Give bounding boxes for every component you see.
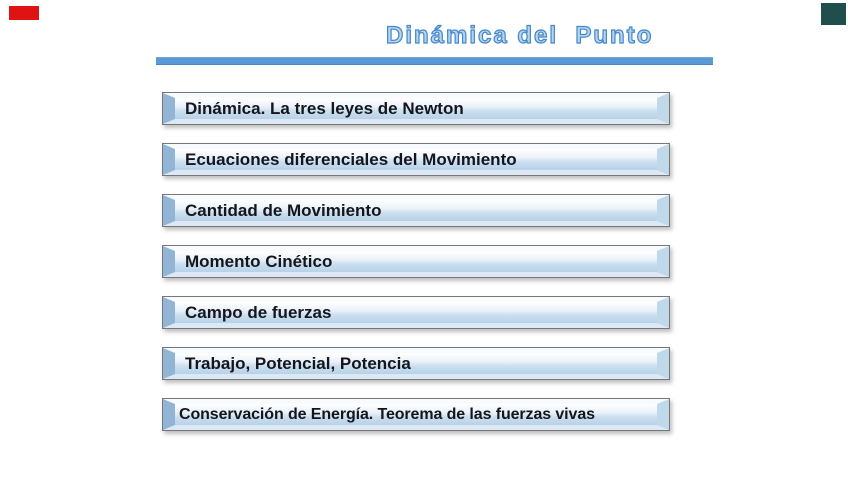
menu-item-label: Momento Cinético	[185, 252, 333, 271]
menu-item-frame: Cantidad de Movimiento	[163, 195, 669, 226]
teal-accent-shape	[821, 3, 846, 25]
menu-item-label: Ecuaciones diferenciales del Movimiento	[185, 150, 517, 169]
menu-item-frame: Dinámica. La tres leyes de Newton	[163, 93, 669, 124]
menu-item-frame: Momento Cinético	[163, 246, 669, 277]
menu-item-frame: Trabajo, Potencial, Potencia	[163, 348, 669, 379]
menu-item-conservacion-energia[interactable]: Conservación de Energía. Teorema de las …	[162, 398, 670, 431]
menu-item-cantidad-movimiento[interactable]: Cantidad de Movimiento	[162, 194, 670, 227]
menu-item-label: Dinámica. La tres leyes de Newton	[185, 99, 464, 118]
menu-item-dinamica-leyes-newton[interactable]: Dinámica. La tres leyes de Newton	[162, 92, 670, 125]
menu-item-label: Conservación de Energía. Teorema de las …	[179, 406, 595, 423]
menu-item-label: Cantidad de Movimiento	[185, 201, 382, 220]
title-underline	[156, 57, 713, 65]
menu-item-frame: Conservación de Energía. Teorema de las …	[163, 399, 669, 430]
page-title: Dinámica del Punto	[385, 21, 654, 49]
menu-item-frame: Campo de fuerzas	[163, 297, 669, 328]
menu-item-ecuaciones-diferenciales[interactable]: Ecuaciones diferenciales del Movimiento	[162, 143, 670, 176]
red-accent-shape	[9, 6, 39, 20]
menu-item-momento-cinetico[interactable]: Momento Cinético	[162, 245, 670, 278]
menu-item-trabajo-potencial-potencia[interactable]: Trabajo, Potencial, Potencia	[162, 347, 670, 380]
menu-item-label: Trabajo, Potencial, Potencia	[185, 354, 411, 373]
menu-item-frame: Ecuaciones diferenciales del Movimiento	[163, 144, 669, 175]
menu-item-campo-fuerzas[interactable]: Campo de fuerzas	[162, 296, 670, 329]
menu-item-label: Campo de fuerzas	[185, 303, 332, 322]
